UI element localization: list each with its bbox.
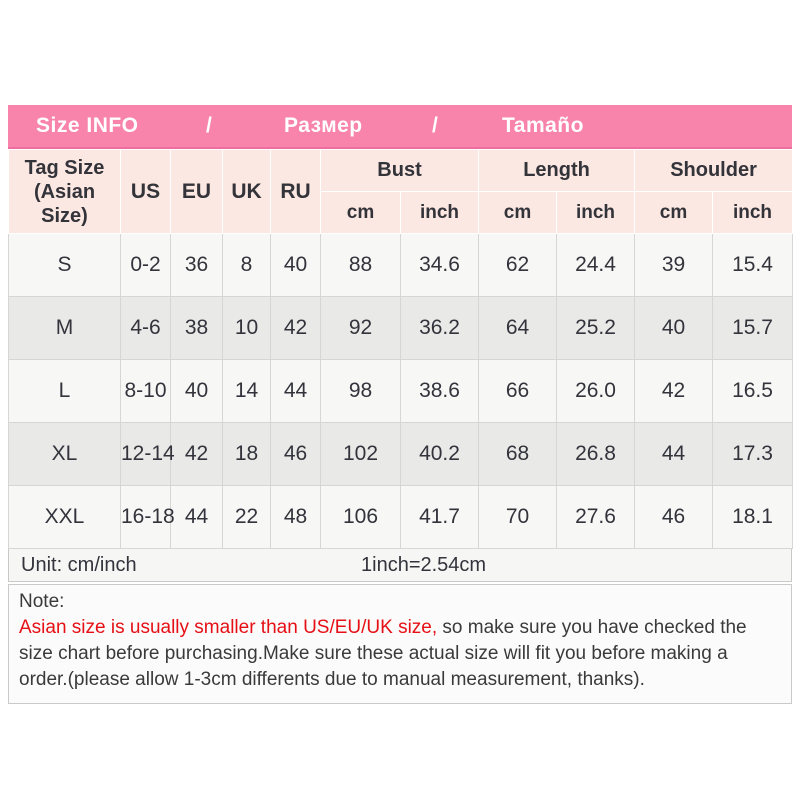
ru-cell: 46 <box>270 422 321 486</box>
ru-cell: 48 <box>270 485 321 549</box>
shoulder-inch-cell: 16.5 <box>712 359 794 423</box>
length-cm-cell: 68 <box>478 422 558 486</box>
bust-inch-cell: 34.6 <box>399 233 480 297</box>
length-inch-cell: 24.4 <box>556 233 636 297</box>
uk-cell: 10 <box>222 296 271 360</box>
shoulder-cm-cell: 39 <box>634 233 714 297</box>
bust-header: Bust <box>319 149 480 192</box>
us-cell: 12-14 <box>120 422 175 486</box>
table-row-m: M 4-6 38 10 42 92 36.2 64 25.2 40 15.7 <box>8 296 794 360</box>
bust-inch-cell: 41.7 <box>399 485 480 549</box>
bust-cm-header: cm <box>320 191 401 234</box>
bust-inch-cell: 38.6 <box>399 359 480 423</box>
shoulder-header: Shoulder <box>634 149 794 192</box>
title-size-info: Size INFO <box>36 114 139 137</box>
length-cm-header: cm <box>478 191 558 234</box>
ru-cell: 42 <box>270 296 321 360</box>
bust-inch-cell: 36.2 <box>399 296 480 360</box>
shoulder-inch-cell: 18.1 <box>712 485 794 549</box>
eu-header: EU <box>170 149 223 234</box>
shoulder-cm-header: cm <box>634 191 714 234</box>
us-cell: 4-6 <box>120 296 171 360</box>
title-bar: Size INFO / Размер / Tamaño <box>8 105 792 149</box>
eu-cell: 42 <box>170 422 223 486</box>
tag-cell: S <box>8 233 121 297</box>
tag-cell: L <box>8 359 121 423</box>
tag-size-header-line1: Tag Size <box>24 156 105 179</box>
bust-cm-cell: 102 <box>320 422 401 486</box>
ru-cell: 40 <box>270 233 321 297</box>
size-table: Tag Size (Asian Size) US EU UK RU Bust L… <box>8 149 794 549</box>
shoulder-cm-cell: 46 <box>634 485 714 549</box>
uk-header: UK <box>222 149 271 234</box>
uk-cell: 22 <box>222 485 271 549</box>
eu-cell: 44 <box>170 485 223 549</box>
note-box: Note: Asian size is usually smaller than… <box>8 584 792 704</box>
shoulder-inch-cell: 17.3 <box>712 422 794 486</box>
bust-cm-cell: 88 <box>320 233 401 297</box>
title-tamano: Tamaño <box>502 114 584 137</box>
length-cm-cell: 70 <box>478 485 558 549</box>
shoulder-cm-cell: 40 <box>634 296 714 360</box>
table-row-xxl: XXL 16-18 44 22 48 106 41.7 70 27.6 46 1… <box>8 485 794 549</box>
length-cm-cell: 62 <box>478 233 558 297</box>
eu-cell: 40 <box>170 359 223 423</box>
title-separator-2: / <box>432 114 439 137</box>
table-row-l: L 8-10 40 14 44 98 38.6 66 26.0 42 16.5 <box>8 359 794 423</box>
shoulder-inch-cell: 15.7 <box>712 296 794 360</box>
tag-cell: XL <box>8 422 121 486</box>
unit-row: Unit: cm/inch 1inch=2.54cm <box>8 549 792 582</box>
eu-cell: 36 <box>170 233 223 297</box>
note-black-text: so make sure you have checked the size c… <box>19 617 747 690</box>
eu-cell: 38 <box>170 296 223 360</box>
bust-inch-header: inch <box>399 191 480 234</box>
length-inch-cell: 26.0 <box>556 359 636 423</box>
length-header: Length <box>478 149 636 192</box>
shoulder-cm-cell: 42 <box>634 359 714 423</box>
tag-size-header-line2: (Asian Size) <box>33 180 96 227</box>
note-label: Note: <box>19 591 65 612</box>
size-chart-sheet: Size INFO / Размер / Tamaño Tag Size (As… <box>8 105 794 704</box>
length-cm-cell: 64 <box>478 296 558 360</box>
title-razmer: Размер <box>284 114 363 137</box>
length-cm-cell: 66 <box>478 359 558 423</box>
table-row-s: S 0-2 36 8 40 88 34.6 62 24.4 39 15.4 <box>8 233 794 297</box>
bust-cm-cell: 98 <box>320 359 401 423</box>
ru-header: RU <box>270 149 321 234</box>
bust-cm-cell: 92 <box>320 296 401 360</box>
unit-label: Unit: cm/inch <box>21 554 137 576</box>
tag-size-header: Tag Size (Asian Size) <box>8 149 121 234</box>
inch-conversion: 1inch=2.54cm <box>361 554 487 576</box>
note-text: Asian size is usually smaller than US/EU… <box>19 615 781 693</box>
tag-cell: XXL <box>8 485 121 549</box>
length-inch-cell: 25.2 <box>556 296 636 360</box>
length-inch-cell: 26.8 <box>556 422 636 486</box>
table-row-xl: XL 12-14 42 18 46 102 40.2 68 26.8 44 17… <box>8 422 794 486</box>
title-separator-1: / <box>206 114 213 137</box>
uk-cell: 14 <box>222 359 271 423</box>
length-inch-cell: 27.6 <box>556 485 636 549</box>
uk-cell: 18 <box>222 422 271 486</box>
bust-cm-cell: 106 <box>320 485 401 549</box>
bust-inch-cell: 40.2 <box>399 422 480 486</box>
shoulder-cm-cell: 44 <box>634 422 714 486</box>
us-cell: 8-10 <box>120 359 171 423</box>
tag-cell: M <box>8 296 121 360</box>
note-red-text: Asian size is usually smaller than US/EU… <box>19 617 438 638</box>
us-cell: 0-2 <box>120 233 171 297</box>
us-cell: 16-18 <box>120 485 175 549</box>
length-inch-header: inch <box>556 191 636 234</box>
shoulder-inch-header: inch <box>712 191 794 234</box>
uk-cell: 8 <box>222 233 271 297</box>
us-header: US <box>120 149 171 234</box>
shoulder-inch-cell: 15.4 <box>712 233 794 297</box>
ru-cell: 44 <box>270 359 321 423</box>
